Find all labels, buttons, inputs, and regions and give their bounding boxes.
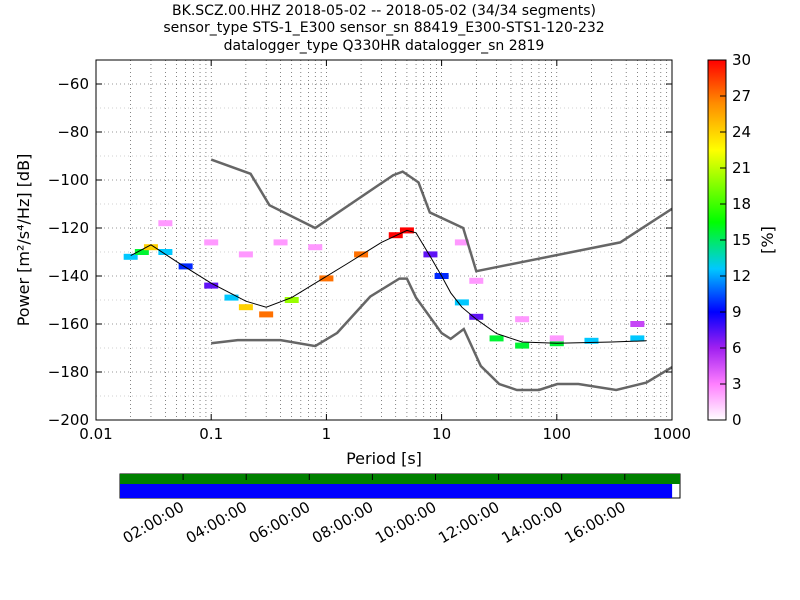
y-tick-label: −80 — [57, 123, 89, 141]
timeline-data-coverage — [120, 474, 680, 484]
y-tick-label: −200 — [48, 411, 89, 429]
ppsd-cell — [158, 220, 173, 227]
colorbar-tick-label: 24 — [732, 123, 751, 141]
mode-curve — [130, 229, 647, 344]
ppsd-cell — [423, 251, 438, 258]
y-axis-ticks: −60 −80 −100 −120 −140 −160 −180 −200 — [48, 75, 672, 429]
colorbar-tick-label: 3 — [732, 375, 742, 393]
ppsd-cell — [549, 335, 564, 342]
noise-models — [210, 158, 672, 392]
ppsd-cell — [454, 239, 469, 246]
ppsd-cell — [158, 249, 173, 255]
colorbar: 0 3 6 9 12 15 18 21 24 27 30 [%] — [707, 51, 777, 429]
ppsd-cell — [284, 297, 299, 303]
y-tick-label: −180 — [48, 363, 89, 381]
ppsd-cell — [238, 304, 253, 311]
noise-model-nlnm — [211, 277, 672, 392]
y-tick-label: −160 — [48, 315, 89, 333]
colorbar-tick-label: 12 — [732, 267, 751, 285]
ppsd-cell — [454, 299, 469, 306]
ppsd-cell — [469, 313, 484, 320]
ppsd-cell — [238, 251, 253, 258]
ppsd-cell — [584, 337, 599, 344]
colorbar-tick-label: 9 — [732, 303, 742, 321]
timeline-tick-label: 16:00:00 — [561, 498, 628, 547]
plot-frame — [95, 59, 673, 421]
timeline: 02:00:0004:00:0006:00:0008:00:0010:00:00… — [119, 473, 681, 547]
x-tick-label: 0.1 — [199, 425, 223, 443]
ppsd-cell — [123, 253, 138, 260]
ppsd-cell — [224, 294, 239, 301]
y-tick-label: −60 — [57, 75, 89, 93]
x-axis-label: Period [s] — [346, 449, 422, 468]
ppsd-cell — [354, 251, 369, 258]
colorbar-tick-label: 21 — [732, 159, 751, 177]
ppsd-cell — [143, 244, 158, 251]
timeline-tick-label: 08:00:00 — [309, 498, 376, 547]
timeline-tick-label: 04:00:00 — [183, 498, 250, 547]
colorbar-tick-label: 15 — [732, 231, 751, 249]
ppsd-cell — [489, 335, 504, 342]
ppsd-cell — [308, 244, 323, 251]
ppsd-cell — [319, 275, 334, 282]
ppsd-histogram — [123, 220, 645, 349]
x-axis-ticks: 0.01 0.1 1 10 100 1000 — [79, 60, 691, 443]
plot-grid — [96, 60, 672, 420]
ppsd-cell — [630, 335, 645, 342]
x-tick-label: 1000 — [653, 425, 691, 443]
colorbar-tick-label: 6 — [732, 339, 742, 357]
timeline-tick-label: 02:00:00 — [120, 498, 187, 547]
timeline-processed-coverage — [120, 484, 673, 498]
colorbar-ticks: 0 3 6 9 12 15 18 21 24 27 30 — [720, 51, 751, 429]
ppsd-cell — [259, 311, 274, 318]
colorbar-tick-label: 30 — [732, 51, 751, 69]
ppsd-cell — [515, 316, 530, 323]
noise-model-nhnm — [210, 158, 672, 273]
ppsd-cell — [134, 249, 149, 255]
ppsd-cell — [515, 342, 530, 349]
colorbar-tick-label: 27 — [732, 87, 751, 105]
timeline-tick-label: 14:00:00 — [498, 498, 565, 547]
timeline-tick-label: 12:00:00 — [435, 498, 502, 547]
timeline-tick-label: 10:00:00 — [372, 498, 439, 547]
ppsd-cell — [204, 239, 219, 246]
colorbar-tick-label: 0 — [732, 411, 742, 429]
ppsd-cell — [273, 239, 288, 246]
timeline-tick-label: 06:00:00 — [246, 498, 313, 547]
title-line-1: BK.SCZ.00.HHZ 2018-05-02 -- 2018-05-02 (… — [172, 3, 596, 19]
x-tick-label: 0.01 — [79, 425, 112, 443]
title-line-3: datalogger_type Q330HR datalogger_sn 281… — [223, 38, 545, 54]
ppsd-cell — [469, 277, 484, 284]
x-tick-label: 1 — [322, 425, 332, 443]
title-line-2: sensor_type STS-1_E300 sensor_sn 88419_E… — [163, 20, 605, 36]
y-tick-label: −100 — [48, 171, 89, 189]
x-tick-label: 10 — [432, 425, 451, 443]
x-tick-label: 100 — [542, 425, 571, 443]
colorbar-label: [%] — [758, 226, 777, 254]
y-axis-label: Power [m²/s⁴/Hz] [dB] — [14, 154, 33, 327]
ppsd-cell — [204, 282, 219, 289]
mode-curve-line — [130, 229, 647, 344]
y-tick-label: −120 — [48, 219, 89, 237]
colorbar-tick-label: 18 — [732, 195, 751, 213]
ppsd-cell — [630, 321, 645, 327]
y-tick-label: −140 — [48, 267, 89, 285]
ppsd-cell — [178, 263, 193, 270]
